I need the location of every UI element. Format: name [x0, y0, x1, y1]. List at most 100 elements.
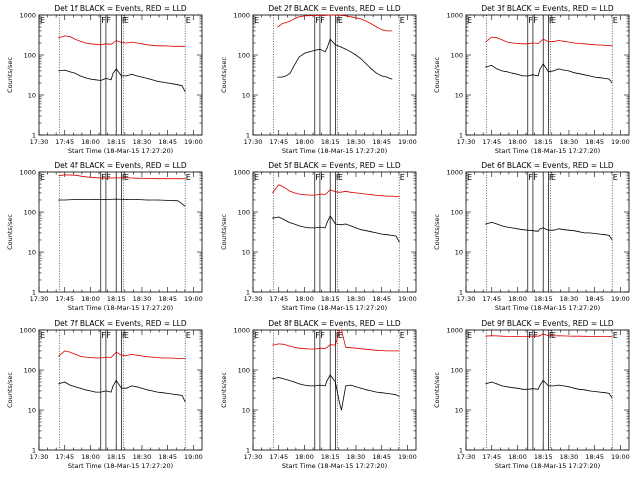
data-point	[304, 15, 305, 17]
data-point	[281, 76, 283, 78]
data-point	[527, 336, 529, 337]
data-point	[563, 40, 565, 42]
data-point	[309, 51, 310, 53]
data-point	[355, 347, 357, 349]
data-point	[157, 391, 158, 393]
data-point	[485, 66, 486, 68]
x-tick-label: 17:30	[30, 138, 49, 146]
data-point	[319, 48, 321, 50]
events-series-line	[58, 198, 186, 207]
data-point	[537, 43, 539, 44]
x-tick-label: 17:30	[457, 295, 476, 303]
data-point	[558, 228, 560, 230]
data-point	[506, 386, 508, 388]
data-point	[272, 217, 273, 219]
data-point	[184, 358, 186, 359]
data-point	[298, 16, 300, 18]
data-point	[95, 43, 96, 45]
data-point	[131, 41, 133, 43]
plot-frame	[252, 171, 417, 293]
data-point	[289, 20, 291, 22]
data-point	[589, 232, 590, 234]
data-point	[381, 233, 383, 235]
data-point	[298, 347, 300, 349]
data-point	[539, 68, 541, 70]
data-point	[136, 42, 138, 44]
data-point	[314, 50, 316, 51]
flag-letter: E	[338, 331, 343, 340]
data-point	[578, 335, 580, 337]
data-point	[589, 75, 590, 77]
panel-8: Det 8f BLACK = Events, RED = LLD 1 10 100 10…	[220, 319, 417, 470]
data-point	[568, 229, 570, 231]
plot-frame	[252, 329, 417, 451]
data-point	[584, 74, 585, 76]
data-point	[184, 91, 186, 93]
panel-title: Det 8f BLACK = Events, RED = LLD	[268, 319, 401, 328]
x-tick-label: 18:00	[295, 453, 314, 461]
panel-1: Det 1f BLACK = Events, RED = LLD 1 10 100 10…	[6, 4, 203, 155]
data-point	[136, 386, 138, 388]
data-point	[74, 38, 76, 40]
x-tick-label: 18:30	[560, 295, 579, 303]
data-point	[339, 402, 340, 404]
data-point	[126, 42, 127, 44]
data-point	[90, 357, 91, 358]
data-point	[146, 44, 148, 46]
data-point	[100, 80, 102, 81]
y-tick-label: 1000	[446, 326, 463, 334]
y-tick-label: 1	[32, 446, 36, 454]
data-point	[542, 227, 544, 229]
x-tick-label: 19:00	[611, 295, 630, 303]
data-point	[558, 384, 560, 386]
data-point	[568, 70, 570, 72]
data-point	[151, 390, 153, 392]
data-point	[326, 380, 328, 381]
flag-letter: E	[338, 173, 343, 182]
lld-series-line	[58, 35, 186, 47]
x-tick-label: 18:00	[508, 453, 527, 461]
data-point	[376, 349, 377, 351]
data-point	[335, 44, 336, 46]
x-axis-label: Start Time (18-Mar-15 17:27:20)	[495, 462, 600, 470]
data-point	[391, 195, 393, 197]
data-point	[589, 336, 590, 337]
panel-title: Det 4f BLACK = Events, RED = LLD	[54, 161, 187, 170]
data-point	[126, 387, 127, 389]
flag-letter: E	[338, 16, 343, 25]
data-point	[589, 390, 590, 392]
data-point	[553, 385, 554, 387]
x-tick-label: 19:00	[398, 453, 417, 461]
x-tick-label: 19:00	[184, 453, 203, 461]
data-point	[74, 199, 76, 200]
data-point	[511, 387, 513, 389]
data-point	[84, 176, 86, 178]
data-point	[181, 358, 183, 359]
data-point	[278, 343, 280, 345]
data-point	[278, 184, 280, 186]
data-point	[141, 387, 143, 389]
x-tick-label: 18:30	[560, 138, 579, 146]
data-point	[522, 229, 523, 231]
data-point	[74, 353, 76, 355]
data-point	[335, 191, 336, 193]
data-point	[272, 378, 273, 380]
data-point	[539, 384, 541, 386]
data-point	[376, 195, 377, 196]
data-point	[177, 358, 179, 359]
data-point	[339, 329, 340, 331]
data-point	[371, 349, 372, 351]
data-point	[386, 234, 388, 236]
flag-letter: E	[400, 331, 405, 340]
data-point	[391, 393, 393, 395]
data-point	[578, 388, 580, 390]
data-point	[360, 18, 362, 20]
data-point	[608, 235, 610, 236]
data-point	[594, 76, 596, 78]
flag-letter: E	[613, 16, 618, 25]
data-point	[95, 79, 96, 81]
y-axis-label: Counts/sec	[6, 372, 14, 408]
y-tick-label: 100	[24, 208, 36, 216]
flag-letter: F	[106, 173, 111, 182]
data-point	[563, 229, 565, 231]
